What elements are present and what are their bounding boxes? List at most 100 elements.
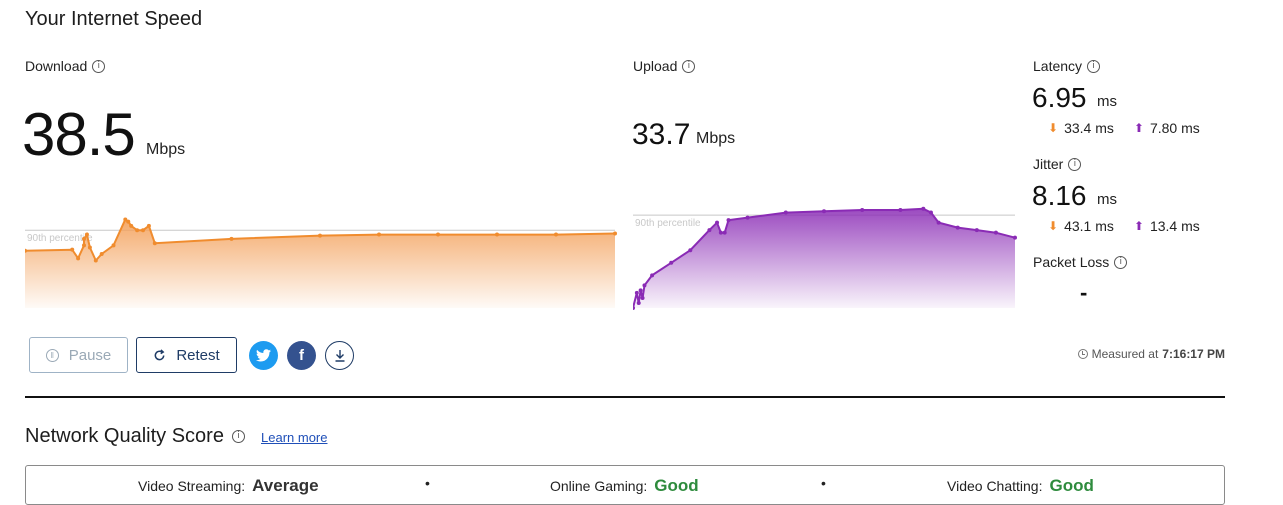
ul-data-point bbox=[928, 210, 933, 215]
info-icon[interactable]: i bbox=[1114, 255, 1128, 269]
video-streaming-label: Video Streaming: bbox=[138, 478, 246, 494]
ul-data-point bbox=[722, 230, 727, 235]
facebook-icon: f bbox=[299, 347, 304, 364]
info-icon[interactable]: i bbox=[1087, 59, 1101, 73]
retest-button-label: Retest bbox=[176, 346, 220, 364]
network-quality-title-text: Network Quality Score bbox=[25, 425, 224, 447]
measured-time: 7:16:17 PM bbox=[1162, 347, 1225, 361]
dl-data-point bbox=[436, 232, 440, 237]
facebook-share-button[interactable]: f bbox=[287, 341, 316, 370]
info-icon[interactable]: i bbox=[92, 59, 106, 73]
latency-label: Latency i bbox=[1033, 58, 1101, 74]
download-results-button[interactable] bbox=[325, 341, 354, 370]
ul-data-point bbox=[640, 295, 645, 300]
upload-arrow-icon: ⬆ bbox=[1133, 219, 1144, 233]
learn-more-link[interactable]: Learn more bbox=[261, 430, 328, 445]
upload-arrow-icon: ⬆ bbox=[1133, 121, 1144, 135]
latency-download: 33.4 ms bbox=[1064, 120, 1114, 136]
dl-data-point bbox=[141, 228, 145, 233]
ul-data-point bbox=[860, 208, 865, 213]
video-streaming-score: Video Streaming: Average bbox=[138, 476, 319, 496]
dl-data-point bbox=[82, 236, 86, 241]
latency-value: 6.95 bbox=[1032, 82, 1087, 113]
video-chatting-value: Good bbox=[1049, 476, 1094, 495]
upload-line bbox=[633, 207, 1016, 309]
ul-data-point bbox=[974, 228, 979, 233]
download-unit: Mbps bbox=[146, 141, 186, 158]
ul-data-point bbox=[993, 230, 998, 235]
refresh-icon bbox=[154, 348, 165, 360]
ul-data-point bbox=[715, 220, 720, 225]
ul-data-point bbox=[638, 288, 643, 293]
jitter-sub-row: ⬇ 43.1 ms ⬆ 13.4 ms bbox=[1048, 218, 1200, 234]
packet-loss-value: - bbox=[1080, 280, 1088, 305]
separator-dot: • bbox=[821, 475, 826, 491]
ul-data-point bbox=[783, 210, 788, 215]
ul-data-point bbox=[688, 248, 693, 253]
ul-data-point bbox=[955, 225, 960, 230]
twitter-icon bbox=[256, 349, 271, 362]
latency-sub-row: ⬇ 33.4 ms ⬆ 7.80 ms bbox=[1048, 120, 1200, 136]
latency-upload: 7.80 ms bbox=[1149, 120, 1200, 136]
jitter-label-text: Jitter bbox=[1033, 156, 1064, 172]
info-icon[interactable]: i bbox=[1068, 157, 1082, 171]
info-icon[interactable]: i bbox=[231, 430, 245, 443]
dl-data-point bbox=[554, 232, 558, 237]
ul-data-point bbox=[921, 206, 926, 211]
dl-data-point bbox=[613, 231, 617, 236]
info-icon[interactable]: i bbox=[682, 59, 696, 73]
ul-data-point bbox=[633, 306, 635, 310]
twitter-share-button[interactable] bbox=[249, 341, 278, 370]
ul-data-point bbox=[650, 273, 655, 278]
dl-data-point bbox=[87, 245, 92, 250]
dl-data-point bbox=[318, 233, 322, 238]
ul-data-point bbox=[745, 215, 750, 220]
upload-label-text: Upload bbox=[633, 58, 678, 74]
download-percentile-label: 90th percentile bbox=[27, 233, 93, 244]
dl-data-point bbox=[99, 252, 104, 256]
download-arrow-icon: ⬇ bbox=[1048, 121, 1059, 135]
jitter-download: 43.1 ms bbox=[1064, 218, 1114, 234]
download-arrow-icon: ⬇ bbox=[1048, 219, 1059, 233]
network-quality-title: Network Quality Score i bbox=[25, 425, 245, 448]
ul-data-point bbox=[634, 290, 639, 295]
ul-data-point bbox=[707, 228, 712, 233]
dl-data-point bbox=[111, 243, 116, 248]
ul-data-point bbox=[822, 209, 826, 214]
upload-chart: 90th percentile bbox=[633, 206, 1017, 310]
jitter-upload: 13.4 ms bbox=[1149, 218, 1200, 234]
dl-data-point bbox=[76, 256, 81, 261]
download-value: 38.5 bbox=[22, 101, 136, 168]
ul-data-point bbox=[1013, 235, 1017, 240]
network-quality-box: Video Streaming: Average • Online Gaming… bbox=[25, 465, 1225, 505]
ul-data-point bbox=[898, 208, 903, 213]
separator-dot: • bbox=[425, 475, 430, 491]
dl-data-point bbox=[135, 228, 140, 233]
dl-data-point bbox=[377, 232, 381, 237]
upload-value: 33.7 bbox=[632, 118, 691, 151]
video-chatting-label: Video Chatting: bbox=[947, 478, 1043, 494]
dl-data-point bbox=[84, 232, 89, 237]
pause-icon: ‖ bbox=[45, 348, 59, 362]
ul-data-point bbox=[636, 300, 641, 305]
online-gaming-score: Online Gaming: Good bbox=[550, 476, 699, 496]
clock-icon bbox=[1077, 349, 1088, 359]
ul-data-point bbox=[642, 283, 647, 288]
measured-prefix: Measured at bbox=[1091, 347, 1159, 361]
dl-data-point bbox=[82, 243, 86, 248]
download-area bbox=[25, 219, 615, 308]
upload-unit: Mbps bbox=[696, 130, 736, 147]
upload-area bbox=[633, 208, 1015, 308]
ul-data-point bbox=[718, 230, 723, 235]
video-chatting-score: Video Chatting: Good bbox=[947, 476, 1094, 496]
pause-button[interactable]: ‖ Pause bbox=[29, 337, 128, 373]
latency-unit: ms bbox=[1097, 93, 1117, 110]
upload-percentile-label: 90th percentile bbox=[635, 218, 701, 229]
measured-at: Measured at 7:16:17 PM bbox=[1077, 347, 1225, 361]
online-gaming-label: Online Gaming: bbox=[550, 478, 648, 494]
latency-label-text: Latency bbox=[1033, 58, 1083, 74]
retest-button[interactable]: Retest bbox=[136, 337, 237, 373]
ul-data-point bbox=[726, 218, 731, 223]
ul-data-point bbox=[936, 220, 941, 225]
